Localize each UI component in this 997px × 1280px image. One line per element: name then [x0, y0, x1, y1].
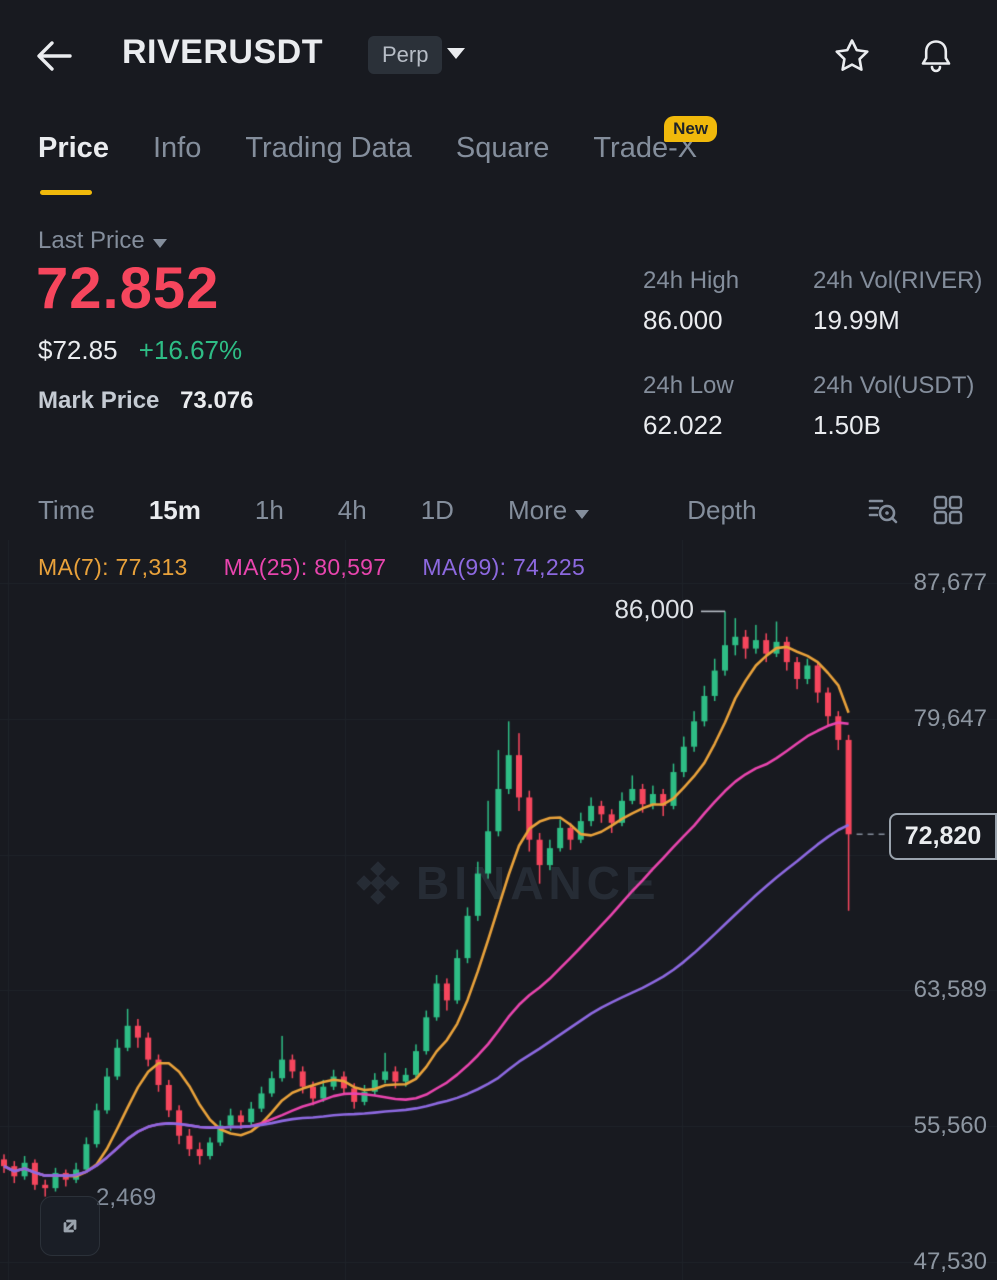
star-icon [835, 39, 869, 71]
mark-price-value: 73.076 [180, 387, 254, 414]
indicators-icon[interactable] [865, 493, 899, 527]
timeframe-group: Time 15m 1h 4h 1D More Depth [38, 495, 757, 526]
stat-label: 24h High [643, 267, 740, 294]
mark-price-row: Mark Price 73.076 [38, 387, 253, 415]
last-price-caret-icon [152, 239, 167, 248]
layout-grid-icon[interactable] [931, 493, 965, 527]
stats-grid: 24h High 86.000 24h Vol(RIVER) 19.99M 24h Lo… [643, 267, 982, 441]
toolbar-more[interactable]: More [508, 495, 590, 526]
ma-legend: MA(7): 77,313 MA(25): 80,597 MA(99): 74,22… [38, 554, 621, 581]
expand-chart-button[interactable] [40, 1196, 100, 1256]
stat-value: 86.000 [643, 305, 723, 335]
tab-label: Price [38, 132, 109, 164]
tab-label: Info [152, 132, 202, 164]
tab-label: Square [455, 132, 550, 164]
toolbar-1d[interactable]: 1D [420, 494, 454, 525]
last-price-value: 72.852 [36, 256, 220, 321]
toolbar-1h[interactable]: 1h [254, 494, 284, 525]
pair-title: RIVERUSDT [122, 33, 323, 71]
new-badge: New [664, 116, 718, 142]
price-panel: Last Price 72.852 $72.85 +16.67% Mark Pr… [0, 195, 997, 480]
tab-price[interactable]: Price [38, 132, 109, 195]
stat-24h-vol-river: 24h Vol(RIVER) 19.99M [813, 267, 982, 336]
toolbar-icons [865, 493, 997, 527]
usd-price: $72.85 [38, 335, 118, 365]
tab-bar: Price Info Trading Data Square Trade-X New [0, 110, 997, 195]
current-price-label[interactable]: 72,820 [889, 813, 997, 861]
back-arrow-icon [37, 41, 72, 71]
expand-icon [63, 1219, 77, 1233]
ma-legend-item-25: MA(25): 80,597 [223, 554, 387, 580]
favorite-star-button[interactable] [832, 36, 872, 76]
stat-24h-high: 24h High 86.000 [643, 267, 781, 336]
stat-24h-vol-usdt: 24h Vol(USDT) 1.50B [813, 372, 982, 441]
toolbar-4h[interactable]: 4h [337, 494, 367, 525]
mark-price-label: Mark Price [38, 387, 160, 414]
back-button[interactable] [30, 34, 78, 78]
stat-value: 62.022 [643, 410, 723, 440]
stat-value: 1.50B [813, 410, 881, 440]
chart-toolbar: Time 15m 1h 4h 1D More Depth [0, 480, 997, 540]
notifications-button[interactable] [916, 36, 956, 76]
toolbar-15m[interactable]: 15m [148, 494, 201, 525]
bell-icon [921, 40, 951, 73]
ma-legend-item-7: MA(7): 77,313 [38, 554, 188, 580]
toolbar-depth[interactable]: Depth [687, 494, 757, 525]
stat-label: 24h Vol(USDT) [813, 372, 975, 399]
tab-trade-x[interactable]: Trade-X New [593, 116, 718, 195]
ma-legend-item-99: MA(99): 74,225 [422, 554, 586, 580]
price-chart-canvas[interactable] [0, 540, 997, 1280]
header: RIVERUSDT Perp [0, 0, 997, 110]
usd-price-row: $72.85 +16.67% [38, 335, 242, 366]
stat-value: 19.99M [813, 305, 900, 335]
perp-badge[interactable]: Perp [368, 36, 443, 74]
tab-label: Trading Data [245, 132, 412, 164]
stat-label: 24h Low [643, 372, 734, 399]
change-percent: +16.67% [138, 335, 243, 365]
tab-info[interactable]: Info [153, 132, 201, 195]
pair-dropdown-chevron-icon[interactable] [447, 48, 465, 59]
stat-24h-low: 24h Low 62.022 [643, 372, 781, 441]
tab-trading-data[interactable]: Trading Data [245, 132, 412, 195]
tab-square[interactable]: Square [456, 132, 550, 195]
last-price-dropdown[interactable]: Last Price [38, 227, 167, 255]
toolbar-time[interactable]: Time [38, 494, 95, 525]
last-price-label: Last Price [38, 227, 145, 254]
more-caret-icon [575, 509, 590, 519]
stat-label: 24h Vol(RIVER) [813, 267, 983, 294]
